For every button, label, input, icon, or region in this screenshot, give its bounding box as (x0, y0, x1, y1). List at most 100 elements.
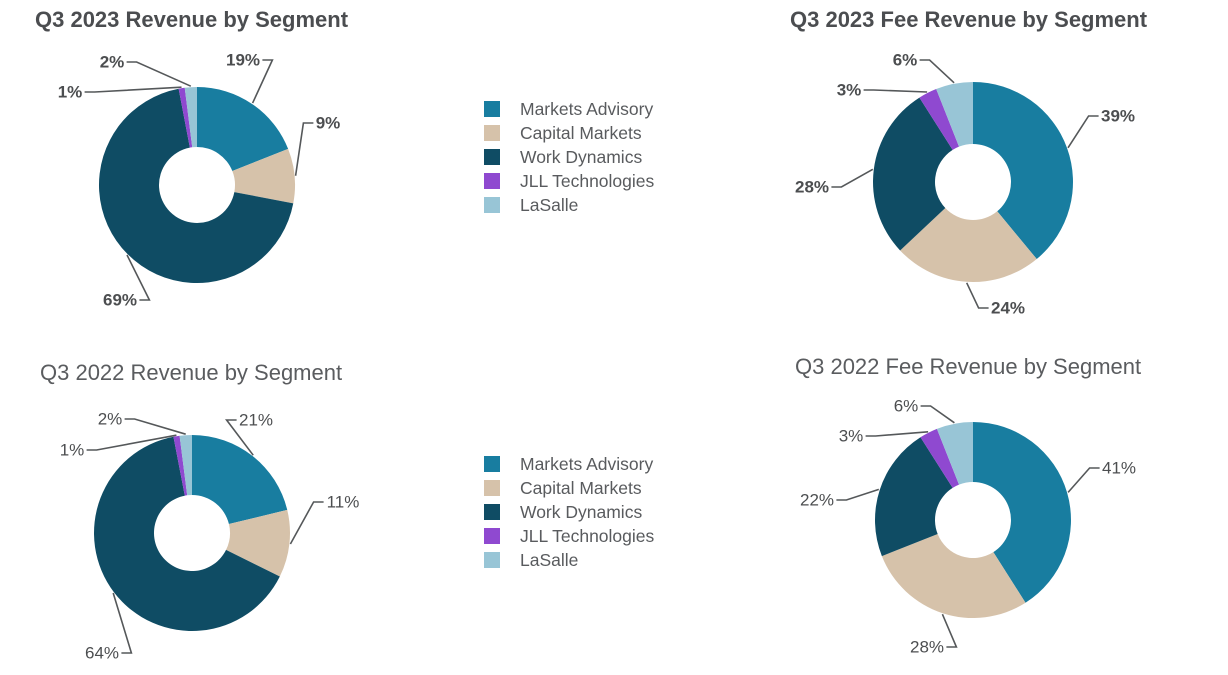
slice-lasalle (179, 435, 192, 496)
label-leader-line (836, 488, 880, 501)
percent-label-capital-markets: 28% (910, 638, 944, 657)
legend-label: Capital Markets (520, 122, 642, 143)
percent-label-jll-technologies: 3% (837, 81, 862, 100)
legend-item-jll-technologies: JLL Technologies (484, 169, 654, 193)
legend-label: Capital Markets (520, 477, 642, 498)
slice-work-dynamics (873, 97, 953, 251)
percent-label-markets-advisory: 41% (1102, 459, 1136, 478)
percent-label-markets-advisory: 21% (239, 411, 273, 430)
slice-capital-markets (881, 533, 1026, 618)
donut-chart-q3-2022-revenue: 21% 11% 64% 1% 2% (60, 410, 360, 663)
percent-label-capital-markets: 9% (316, 114, 341, 133)
legend-label: JLL Technologies (520, 170, 655, 191)
percent-label-jll-technologies: 1% (58, 83, 83, 102)
percent-label-lasalle: 2% (98, 410, 123, 429)
percent-label-markets-advisory: 39% (1101, 107, 1135, 126)
legend-swatch-work-dynamics-icon (484, 149, 500, 165)
chart-title-q3-2022-fee-revenue: Q3 2022 Fee Revenue by Segment (795, 354, 1142, 379)
label-leader-line (126, 254, 151, 301)
donut-chart-q3-2022-fee-revenue: 41% 28% 22% 3% 6% (800, 397, 1136, 657)
label-leader-line (112, 592, 133, 654)
legend-item-jll-technologies: JLL Technologies (484, 524, 654, 548)
slice-lasalle (936, 422, 973, 485)
percent-label-lasalle: 6% (893, 51, 918, 70)
chart-title-q3-2023-revenue: Q3 2023 Revenue by Segment (35, 7, 349, 32)
legend-label: LaSalle (520, 194, 579, 215)
legend-label: Markets Advisory (520, 98, 654, 119)
slice-markets-advisory (197, 87, 289, 172)
slice-work-dynamics (98, 88, 294, 284)
legend-item-lasalle: LaSalle (484, 193, 654, 217)
label-leader-line (86, 434, 177, 451)
slice-lasalle (184, 87, 197, 148)
legend-swatch-capital-markets-icon (484, 125, 500, 141)
legend-swatch-lasalle-icon (484, 552, 500, 568)
legend-item-work-dynamics: Work Dynamics (484, 500, 654, 524)
legend-item-capital-markets: Capital Markets (484, 121, 654, 145)
label-leader-line (965, 282, 989, 309)
label-leader-line (1067, 115, 1099, 149)
slice-jll-technologies (173, 435, 188, 496)
label-leader-line (289, 501, 324, 545)
slice-capital-markets (900, 208, 1037, 282)
percent-label-work-dynamics: 28% (795, 178, 829, 197)
chart-title-q3-2022-revenue: Q3 2022 Revenue by Segment (40, 360, 343, 385)
label-leader-line (124, 418, 186, 435)
legend-top: Markets Advisory Capital Markets Work Dy… (484, 97, 654, 217)
percent-label-lasalle: 6% (894, 397, 919, 416)
legend-swatch-jll-technologies-icon (484, 528, 500, 544)
legend-swatch-lasalle-icon (484, 197, 500, 213)
slice-capital-markets (226, 509, 291, 577)
legend-item-capital-markets: Capital Markets (484, 476, 654, 500)
legend-swatch-markets-advisory-icon (484, 101, 500, 117)
percent-label-markets-advisory: 19% (226, 51, 260, 70)
slice-work-dynamics (94, 436, 280, 631)
slice-lasalle (936, 82, 973, 147)
percent-label-lasalle: 2% (100, 53, 125, 72)
percent-label-work-dynamics: 69% (103, 291, 137, 310)
percent-label-jll-technologies: 1% (60, 441, 85, 460)
donut-chart-q3-2023-fee-revenue: 39% 24% 28% 3% 6% (795, 51, 1135, 318)
legend-label: LaSalle (520, 549, 579, 570)
legend-swatch-jll-technologies-icon (484, 173, 500, 189)
slice-capital-markets (232, 148, 295, 204)
label-leader-line (941, 613, 958, 648)
slice-work-dynamics (874, 437, 953, 557)
legend-item-work-dynamics: Work Dynamics (484, 145, 654, 169)
legend-item-markets-advisory: Markets Advisory (484, 97, 654, 121)
legend-label: JLL Technologies (520, 525, 655, 546)
legend-swatch-capital-markets-icon (484, 480, 500, 496)
legend-label: Work Dynamics (520, 501, 643, 522)
legend-swatch-work-dynamics-icon (484, 504, 500, 520)
slice-jll-technologies (178, 87, 193, 148)
slice-markets-advisory (973, 82, 1073, 260)
label-leader-line (126, 61, 192, 87)
label-leader-line (1067, 467, 1100, 493)
slice-markets-advisory (192, 435, 288, 525)
label-leader-line (294, 122, 314, 176)
legend-bottom: Markets Advisory Capital Markets Work Dy… (484, 452, 654, 572)
legend-item-markets-advisory: Markets Advisory (484, 452, 654, 476)
label-leader-line (831, 168, 874, 188)
slice-jll-technologies (920, 428, 960, 488)
percent-label-capital-markets: 24% (991, 299, 1025, 318)
legend-label: Markets Advisory (520, 453, 654, 474)
label-leader-line (224, 419, 254, 456)
percent-label-work-dynamics: 22% (800, 491, 834, 510)
percent-label-capital-markets: 11% (327, 493, 360, 512)
slice-jll-technologies (919, 89, 960, 150)
label-leader-line (920, 405, 955, 424)
donut-chart-q3-2023-revenue: 19% 9% 69% 1% 2% (58, 51, 341, 310)
percent-label-work-dynamics: 64% (85, 644, 119, 663)
label-leader-line (84, 86, 182, 93)
label-leader-line (251, 59, 274, 104)
label-leader-line (865, 431, 929, 437)
legend-item-lasalle: LaSalle (484, 548, 654, 572)
slice-markets-advisory (973, 422, 1071, 603)
percent-label-jll-technologies: 3% (839, 427, 864, 446)
legend-label: Work Dynamics (520, 146, 643, 167)
chart-title-q3-2023-fee-revenue: Q3 2023 Fee Revenue by Segment (790, 7, 1148, 32)
label-leader-line (919, 59, 955, 84)
legend-swatch-markets-advisory-icon (484, 456, 500, 472)
